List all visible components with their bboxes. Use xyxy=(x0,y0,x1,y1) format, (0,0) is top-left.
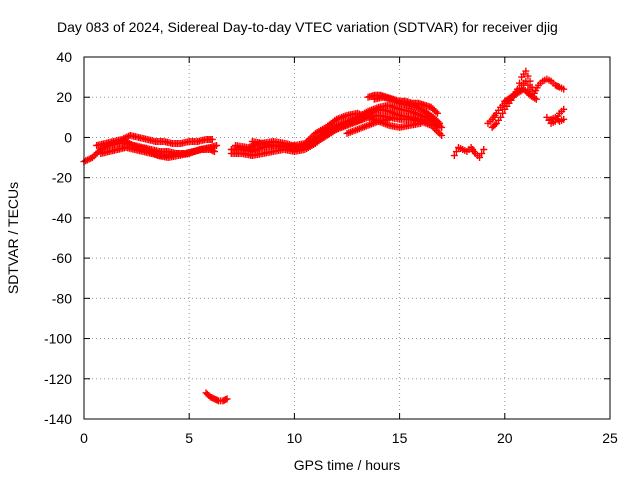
plot-frame xyxy=(83,56,611,420)
x-tick-label: 20 xyxy=(497,430,513,446)
data-point xyxy=(560,85,568,93)
data-point xyxy=(560,105,568,113)
y-tick-label: -140 xyxy=(44,411,72,427)
data-point xyxy=(433,109,441,117)
data-point xyxy=(497,113,505,121)
data-point xyxy=(560,115,568,123)
data-point xyxy=(452,148,460,156)
data-point xyxy=(524,72,532,80)
x-axis-ticks: 0 5 10 15 20 25 xyxy=(80,57,618,446)
data-point xyxy=(522,67,530,75)
data-point xyxy=(524,81,532,89)
data-point xyxy=(417,119,425,127)
data-point xyxy=(476,154,484,162)
data-point xyxy=(516,79,524,87)
y-tick-label: -60 xyxy=(52,250,72,266)
y-tick-label: -40 xyxy=(52,210,72,226)
data-point xyxy=(432,108,440,116)
data-point xyxy=(438,123,446,131)
data-point xyxy=(491,121,499,129)
x-tick-label: 5 xyxy=(185,430,193,446)
x-tick-label: 0 xyxy=(80,430,88,446)
data-point xyxy=(385,115,393,123)
chart-title: Day 083 of 2024, Sidereal Day-to-day VTE… xyxy=(57,19,558,35)
x-tick-label: 25 xyxy=(602,430,618,446)
y-tick-label: 20 xyxy=(56,89,72,105)
y-tick-label: -20 xyxy=(52,170,72,186)
data-point xyxy=(436,119,444,127)
data-point xyxy=(480,146,488,154)
data-points xyxy=(80,67,568,405)
data-point xyxy=(208,135,216,143)
y-tick-label: 0 xyxy=(64,129,72,145)
x-tick-label: 10 xyxy=(287,430,303,446)
data-point xyxy=(526,77,534,85)
x-tick-label: 15 xyxy=(392,430,408,446)
data-point xyxy=(92,150,100,158)
y-axis-label: SDTVAR / TECUs xyxy=(5,182,21,294)
data-point xyxy=(478,150,486,158)
data-point xyxy=(438,131,446,139)
y-tick-label: -80 xyxy=(52,290,72,306)
data-point xyxy=(223,395,231,403)
data-point xyxy=(450,152,458,160)
y-tick-label: -120 xyxy=(44,371,72,387)
x-axis-label: GPS time / hours xyxy=(294,457,401,473)
y-axis-ticks: -140 -120 -100 -80 -60 -40 -20 0 20 40 xyxy=(44,49,610,427)
data-point xyxy=(434,118,442,126)
data-point xyxy=(531,94,539,102)
data-point xyxy=(213,141,221,149)
grid-lines xyxy=(84,57,610,419)
data-point xyxy=(532,95,540,103)
y-tick-label: -100 xyxy=(44,331,72,347)
y-tick-label: 40 xyxy=(56,49,72,65)
data-point xyxy=(499,109,507,117)
data-point xyxy=(528,83,536,91)
